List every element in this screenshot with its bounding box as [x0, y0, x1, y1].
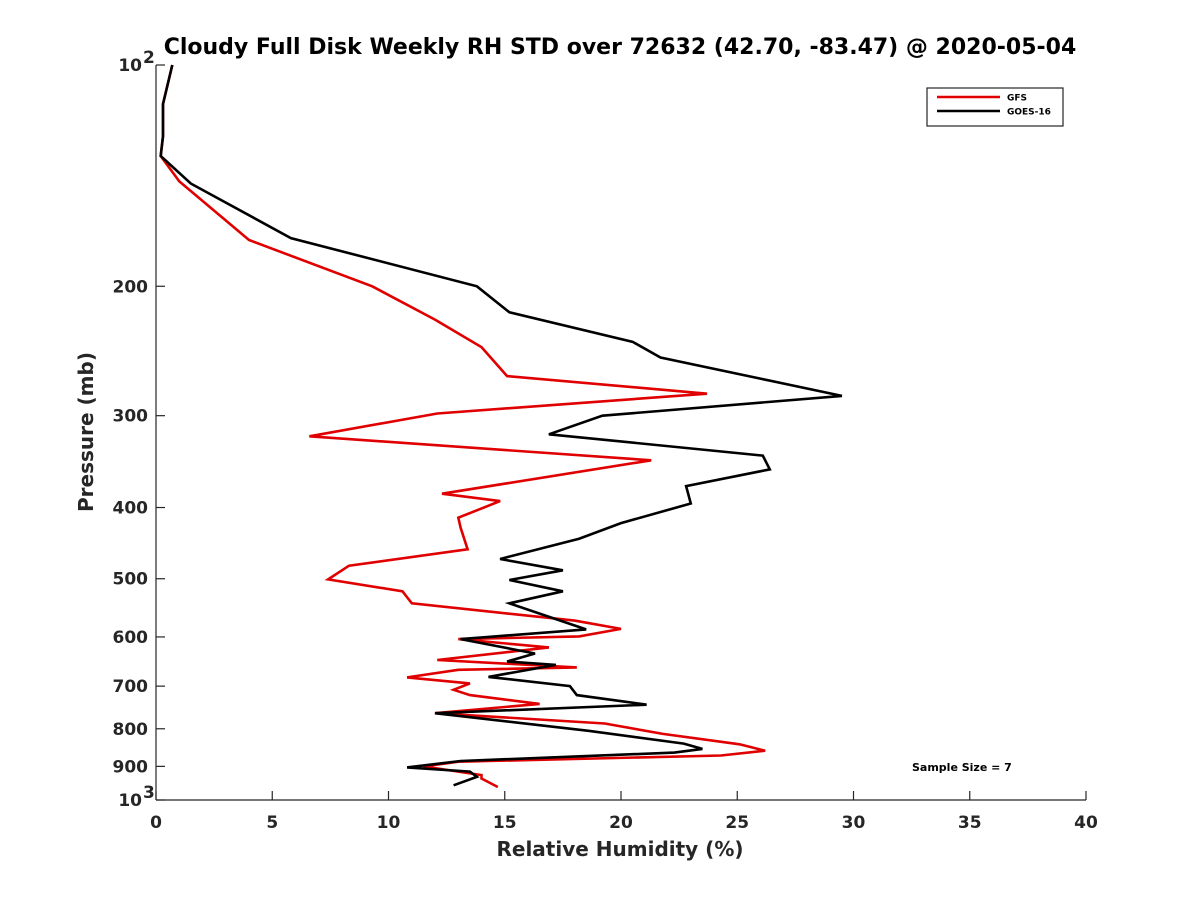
- series-lines: [159, 64, 843, 789]
- x-tick-label: 15: [493, 813, 517, 833]
- y-tick-exponent: 3: [143, 783, 155, 803]
- x-tick-label: 35: [958, 813, 982, 833]
- series-line-goes-16: [159, 64, 843, 787]
- x-tick-label: 40: [1074, 813, 1098, 833]
- y-tick-label: 10: [118, 791, 142, 811]
- legend: GFS GOES-16: [926, 87, 1064, 127]
- x-tick-label: 20: [609, 813, 633, 833]
- y-tick-label: 10: [118, 56, 142, 76]
- x-tick-label: 30: [842, 813, 866, 833]
- y-tick-label: 800: [113, 720, 149, 740]
- y-tick-label: 200: [113, 277, 149, 297]
- sample-size-annotation: Sample Size = 7: [912, 761, 1012, 774]
- x-tick-label: 25: [725, 813, 749, 833]
- y-tick-label: 600: [113, 628, 149, 648]
- y-tick-label: 300: [113, 407, 149, 427]
- chart-title: Cloudy Full Disk Weekly RH STD over 7263…: [164, 35, 1077, 60]
- y-axis-label: Pressure (mb): [74, 352, 98, 512]
- x-tick-label: 5: [266, 813, 278, 833]
- x-tick-label: 10: [377, 813, 401, 833]
- x-tick-label: 0: [150, 813, 162, 833]
- x-axis-label: Relative Humidity (%): [496, 837, 743, 861]
- y-tick-label: 400: [113, 499, 149, 519]
- y-tick-label: 900: [113, 757, 149, 777]
- y-tick-exponent: 2: [143, 48, 155, 68]
- y-tick-label: 700: [113, 677, 149, 697]
- legend-label: GOES-16: [1007, 108, 1051, 118]
- legend-box: [926, 87, 1064, 127]
- series-line-gfs: [159, 64, 766, 789]
- legend-label: GFS: [1007, 94, 1027, 104]
- y-tick-label: 500: [113, 570, 149, 590]
